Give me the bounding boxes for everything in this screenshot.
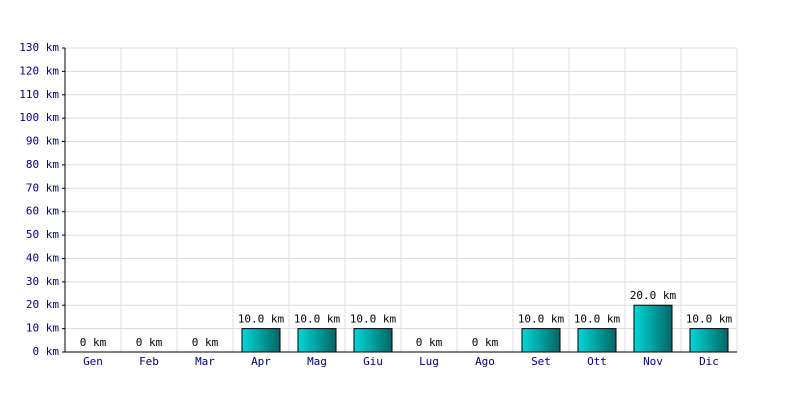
x-tick-label: Nov <box>643 355 663 368</box>
bar <box>353 328 393 353</box>
bar <box>521 328 561 353</box>
y-tick-label: 60 km <box>26 205 59 218</box>
x-tick-label: Giu <box>363 355 383 368</box>
y-tick-label: 120 km <box>19 64 59 77</box>
x-tick-label: Apr <box>251 355 271 368</box>
value-label: 0 km <box>472 336 499 349</box>
value-label: 10.0 km <box>574 313 621 326</box>
value-label: 0 km <box>136 336 163 349</box>
y-tick-label: 90 km <box>26 135 59 148</box>
bar <box>577 328 617 353</box>
y-tick-label: 110 km <box>19 88 59 101</box>
y-tick-label: 40 km <box>26 251 59 264</box>
x-tick-label: Mar <box>195 355 215 368</box>
y-tick-label: 130 km <box>19 41 59 54</box>
y-tick-label: 0 km <box>33 345 60 358</box>
x-tick-label: Mag <box>307 355 327 368</box>
bar <box>297 328 337 353</box>
value-label: 0 km <box>416 336 443 349</box>
x-tick-label: Ott <box>587 355 607 368</box>
value-label: 20.0 km <box>630 289 677 302</box>
bar <box>689 328 729 353</box>
y-tick-label: 80 km <box>26 158 59 171</box>
y-tick-label: 50 km <box>26 228 59 241</box>
value-label: 10.0 km <box>294 313 341 326</box>
value-label: 10.0 km <box>686 313 733 326</box>
value-label: 10.0 km <box>518 313 565 326</box>
y-tick-label: 30 km <box>26 275 59 288</box>
x-tick-label: Lug <box>419 355 439 368</box>
x-tick-label: Feb <box>139 355 159 368</box>
y-tick-label: 100 km <box>19 111 59 124</box>
value-label: 10.0 km <box>350 313 397 326</box>
y-tick-label: 20 km <box>26 298 59 311</box>
x-tick-label: Dic <box>699 355 719 368</box>
x-tick-label: Set <box>531 355 551 368</box>
x-tick-label: Gen <box>83 355 103 368</box>
y-tick-label: 70 km <box>26 181 59 194</box>
value-label: 0 km <box>192 336 219 349</box>
x-tick-label: Ago <box>475 355 495 368</box>
bar <box>633 304 673 353</box>
value-label: 10.0 km <box>238 313 285 326</box>
value-label: 0 km <box>80 336 107 349</box>
y-tick-label: 10 km <box>26 322 59 335</box>
bar <box>241 328 281 353</box>
